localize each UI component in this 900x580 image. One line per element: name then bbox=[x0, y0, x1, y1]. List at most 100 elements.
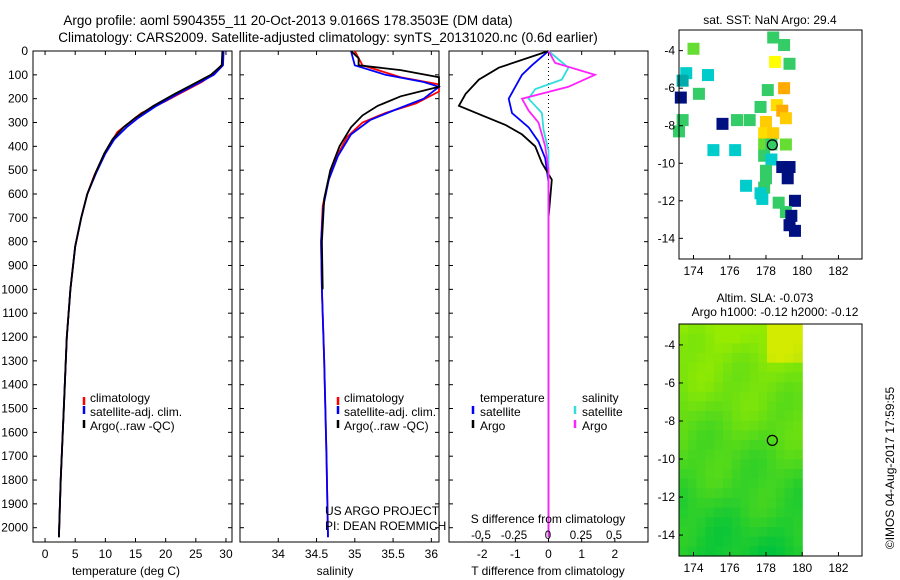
sla-cell bbox=[723, 546, 733, 557]
sla-cell bbox=[705, 498, 715, 509]
sla-cell bbox=[687, 449, 698, 460]
sla-cell bbox=[749, 498, 759, 509]
sla-cell bbox=[793, 362, 803, 373]
sla-cell bbox=[723, 488, 733, 499]
sla-cell bbox=[679, 498, 689, 509]
sla-cell bbox=[775, 440, 786, 451]
sla-cell bbox=[714, 536, 724, 547]
sst-marker bbox=[779, 138, 792, 151]
sla-cell bbox=[749, 324, 759, 335]
sst-marker bbox=[769, 55, 782, 68]
sdiff-tick-labels: -0.5 -0.25 0 0.25 0.5 bbox=[471, 530, 622, 542]
sla-cell bbox=[679, 527, 689, 538]
sla-cell bbox=[749, 430, 759, 441]
lat-tick-label: -12 bbox=[658, 194, 676, 208]
sla-cell bbox=[723, 324, 733, 335]
sla-cell bbox=[723, 333, 733, 344]
sla-cell bbox=[758, 372, 768, 383]
sla-cell bbox=[714, 420, 724, 431]
sla-cell bbox=[731, 536, 742, 547]
sla-cell bbox=[687, 459, 698, 470]
sla-cell bbox=[740, 440, 750, 451]
sla-cell bbox=[705, 430, 715, 441]
sla-cell bbox=[679, 420, 689, 431]
sla-cell bbox=[784, 536, 794, 547]
salinity-legend: climatology satellite-adj. clim. Argo(..… bbox=[336, 391, 436, 433]
sla-cell bbox=[696, 498, 706, 509]
depth-tick-label: 1000 bbox=[1, 282, 28, 296]
sla-cell bbox=[749, 343, 759, 354]
sla-cell bbox=[775, 401, 786, 412]
lon-tick-label: 176 bbox=[720, 264, 740, 278]
sla-cell bbox=[749, 333, 759, 344]
sla-cell bbox=[679, 440, 689, 451]
sla-cell bbox=[731, 449, 742, 460]
sla-cell bbox=[758, 459, 768, 470]
depth-tick-label: 1100 bbox=[2, 306, 28, 320]
sla-cell bbox=[793, 536, 803, 547]
sla-cell bbox=[784, 478, 794, 489]
sla-cell bbox=[784, 333, 794, 344]
sdiff-tick: -0.25 bbox=[501, 530, 527, 542]
x-tick-label: 30 bbox=[219, 547, 233, 561]
sla-cell bbox=[758, 324, 768, 335]
sst-marker bbox=[743, 114, 756, 127]
sla-cell bbox=[793, 469, 803, 480]
sst-marker bbox=[756, 192, 769, 205]
x-tick-label: 25 bbox=[189, 547, 203, 561]
sla-cell bbox=[679, 488, 689, 499]
sla-cell bbox=[687, 469, 698, 480]
x-tick-label: 35.5 bbox=[381, 547, 405, 561]
sla-cell bbox=[679, 324, 689, 335]
sla-cell bbox=[758, 478, 768, 489]
sla-cell bbox=[679, 546, 689, 557]
sla-cell bbox=[714, 391, 724, 402]
sla-cell bbox=[767, 527, 777, 538]
sla-cell bbox=[723, 391, 733, 402]
sla-cell bbox=[784, 488, 794, 499]
temperature-panel: 0100200300400500600700800900100011001200… bbox=[1, 44, 233, 578]
sla-cell bbox=[723, 353, 733, 364]
sla-cell bbox=[775, 430, 786, 441]
sla-cell bbox=[714, 527, 724, 538]
sla-cell bbox=[740, 353, 750, 364]
sla-cell bbox=[793, 507, 803, 518]
salinity-xlabel: salinity bbox=[317, 564, 354, 578]
sla-cell bbox=[696, 449, 706, 460]
sla-cell bbox=[714, 362, 724, 373]
sst-marker bbox=[740, 179, 753, 192]
legend-label-climatology: climatology bbox=[90, 391, 150, 405]
sla-cell bbox=[731, 546, 742, 557]
sla-cell bbox=[775, 459, 786, 470]
sla-cell bbox=[793, 430, 803, 441]
sla-cell bbox=[679, 333, 689, 344]
sla-cell bbox=[775, 382, 786, 393]
sla-cell bbox=[740, 333, 750, 344]
sla-cell bbox=[775, 324, 786, 335]
sla-cell bbox=[758, 353, 768, 364]
x-tick-label: 20 bbox=[159, 547, 173, 561]
sla-cell bbox=[784, 372, 794, 383]
sla-cell bbox=[687, 372, 698, 383]
sla-cell bbox=[758, 488, 768, 499]
lat-tick-label: -14 bbox=[658, 528, 676, 542]
series-line-argo bbox=[58, 50, 224, 538]
sla-cell bbox=[749, 546, 759, 557]
sla-cell bbox=[731, 517, 742, 528]
legend-label-satellite: satellite-adj. clim. bbox=[90, 405, 182, 419]
sla-cell bbox=[705, 391, 715, 402]
sla-cell bbox=[793, 353, 803, 364]
sla-cell bbox=[749, 527, 759, 538]
sla-cell bbox=[784, 498, 794, 509]
sla-cell bbox=[723, 411, 733, 422]
altimetry-title-line-2: Argo h1000: -0.12 h2000: -0.12 bbox=[692, 305, 859, 319]
x-tick-label: 0 bbox=[545, 547, 552, 561]
sla-cell bbox=[723, 517, 733, 528]
sla-cell bbox=[696, 478, 706, 489]
sst-marker bbox=[767, 127, 780, 140]
sla-cell bbox=[758, 527, 768, 538]
sla-cell bbox=[679, 362, 689, 373]
sla-cell bbox=[731, 488, 742, 499]
sla-cell bbox=[687, 391, 698, 402]
sla-cell bbox=[723, 478, 733, 489]
